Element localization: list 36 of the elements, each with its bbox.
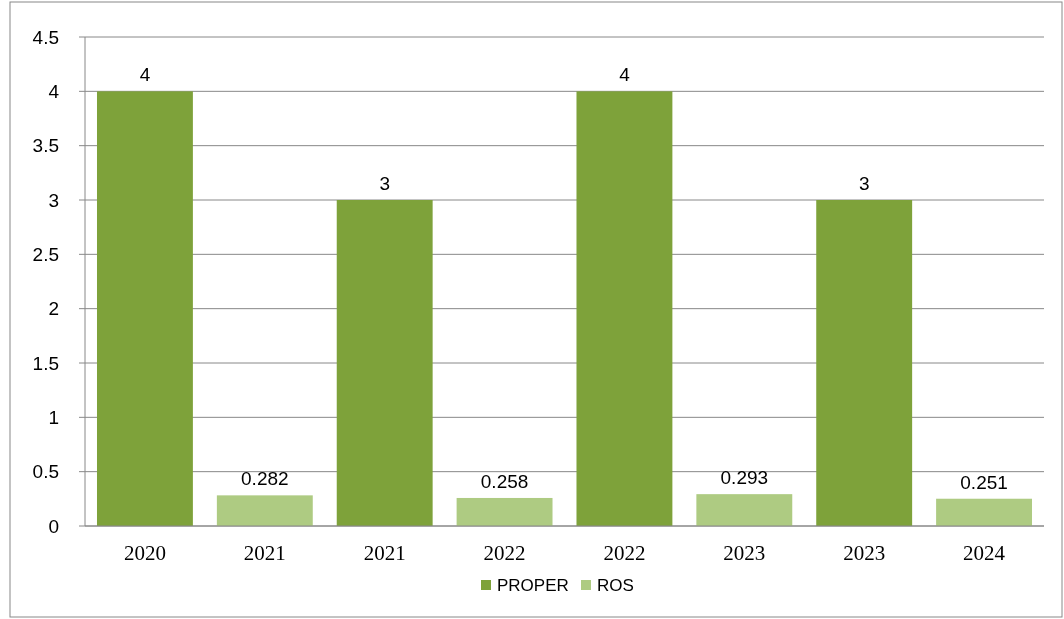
y-tick-label: 1 bbox=[48, 406, 59, 428]
x-tick-label: 2021 bbox=[363, 541, 406, 565]
bar bbox=[576, 91, 673, 526]
bar bbox=[96, 91, 193, 526]
y-tick-label: 2.5 bbox=[32, 243, 59, 265]
x-tick-label: 2024 bbox=[963, 541, 1006, 565]
bar bbox=[336, 200, 433, 526]
data-label: 0.282 bbox=[241, 468, 289, 490]
legend-label: PROPER bbox=[497, 575, 569, 595]
data-label: 0.293 bbox=[720, 467, 769, 489]
x-tick-label: 2023 bbox=[723, 541, 766, 565]
y-tick-label: 2 bbox=[48, 298, 59, 320]
bar bbox=[936, 498, 1033, 526]
x-tick-label: 2023 bbox=[843, 541, 886, 565]
data-label: 4 bbox=[139, 64, 151, 86]
y-tick-label: 3 bbox=[48, 189, 59, 211]
y-tick-label: 4.5 bbox=[32, 26, 59, 48]
x-tick-label: 2022 bbox=[483, 541, 526, 565]
y-tick-label: 1.5 bbox=[32, 352, 59, 374]
y-tick-label: 0.5 bbox=[32, 461, 59, 483]
y-tick-label: 4 bbox=[48, 80, 60, 102]
x-tick-label: 2020 bbox=[123, 541, 166, 565]
legend-label: ROS bbox=[597, 575, 634, 595]
x-tick-label: 2021 bbox=[243, 541, 286, 565]
data-label: 3 bbox=[379, 173, 390, 194]
y-tick-label: 0 bbox=[48, 515, 59, 537]
x-tick-label: 2022 bbox=[603, 541, 646, 565]
data-label: 0.251 bbox=[960, 471, 1008, 493]
data-label: 0.258 bbox=[480, 470, 529, 492]
bar bbox=[216, 495, 313, 526]
data-label: 4 bbox=[619, 64, 631, 86]
y-tick-label: 3.5 bbox=[32, 135, 59, 157]
data-label: 3 bbox=[858, 173, 870, 194]
bar bbox=[696, 494, 793, 526]
bar bbox=[456, 497, 553, 526]
bar bbox=[816, 200, 913, 526]
